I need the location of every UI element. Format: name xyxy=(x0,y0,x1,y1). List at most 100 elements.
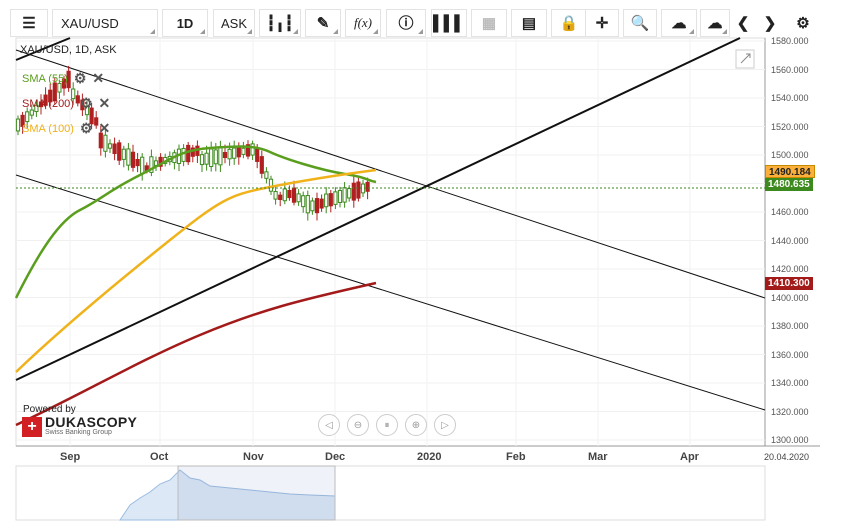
settings-button[interactable]: ⚙ xyxy=(789,9,817,37)
crosshair-button[interactable]: ✛ xyxy=(585,9,619,37)
lock-button[interactable]: 🔒 xyxy=(551,9,587,37)
instrument-text: XAU/USD, 1D, ASK xyxy=(20,44,117,56)
legend-sma55-label: SMA (55) xyxy=(22,72,68,85)
candle-body xyxy=(324,193,329,208)
upper-trendline-stub[interactable] xyxy=(15,37,71,61)
candle-body xyxy=(259,156,264,174)
save-layout-button[interactable]: ▤ xyxy=(511,9,547,37)
info-button[interactable]: ⓘ xyxy=(386,9,426,37)
hamburger-icon: ☰ xyxy=(22,14,36,32)
period-selector[interactable]: 1D xyxy=(162,9,208,37)
popout-arrow xyxy=(740,53,751,64)
time-axis-label: Feb xyxy=(506,451,526,463)
support-trendline[interactable] xyxy=(15,37,741,381)
gear-icon[interactable]: ⚙ xyxy=(79,95,93,111)
candle-body xyxy=(84,105,90,116)
candle-body xyxy=(291,187,297,203)
scroll-forward-icon[interactable]: ▷ xyxy=(434,414,456,436)
candle-body xyxy=(222,151,228,159)
close-icon[interactable]: ✕ xyxy=(98,95,111,111)
side-selector[interactable]: ASK xyxy=(213,9,255,37)
candle-body xyxy=(236,147,241,158)
scroll-right-button[interactable]: ❯ xyxy=(758,9,782,37)
candle-body xyxy=(130,151,136,168)
legend-sma100-label: SMA (100) xyxy=(22,122,74,135)
price-axis-label: 1300.000 xyxy=(771,435,809,445)
legend-sma55[interactable]: SMA (55) ⚙ ✕ xyxy=(22,70,104,87)
candle-body xyxy=(57,82,62,93)
cloud-upload-icon: ☁ xyxy=(671,14,687,32)
candle-body xyxy=(89,107,94,125)
candle-body xyxy=(25,111,30,123)
price-axis-label: 1500.000 xyxy=(771,150,809,160)
channel-lower-line[interactable] xyxy=(15,174,766,411)
candle-body xyxy=(190,147,195,157)
legend-sma100[interactable]: SMA (100) ⚙ ✕ xyxy=(22,120,110,137)
candle-body xyxy=(232,147,237,159)
bars-button[interactable]: ▌▌▌ xyxy=(431,9,467,37)
price-axis-label: 1320.000 xyxy=(771,406,809,417)
draw-button[interactable]: ✎ xyxy=(305,9,341,37)
time-axis-label: 2020 xyxy=(417,451,442,463)
trendlines[interactable] xyxy=(15,37,766,411)
candle-body xyxy=(38,101,44,108)
candle-body xyxy=(34,104,39,113)
menu-button[interactable]: ☰ xyxy=(10,9,48,37)
candle-body xyxy=(15,118,21,132)
candle-body xyxy=(213,149,218,165)
dukascopy-logo[interactable]: + DUKASCOPY Swiss Banking Group xyxy=(22,415,137,437)
indicators-button[interactable]: f(x) xyxy=(345,9,381,37)
plot-area xyxy=(15,37,766,447)
candle-body xyxy=(264,171,269,179)
zoom-icon: 🔍 xyxy=(630,14,650,32)
cloud-download-button[interactable]: ☁ xyxy=(700,9,730,37)
candle-body xyxy=(186,144,191,163)
side-label: ASK xyxy=(220,15,247,31)
price-axis-label: 1520.000 xyxy=(771,121,809,132)
info-icon: ⓘ xyxy=(398,14,414,32)
close-icon[interactable]: ✕ xyxy=(92,70,105,86)
candle-body xyxy=(305,195,310,214)
zoom-out-icon[interactable]: ⊖ xyxy=(347,414,369,436)
navigator-window[interactable] xyxy=(177,465,336,521)
candles xyxy=(15,65,370,221)
symbol-selector[interactable]: XAU/USD xyxy=(52,9,158,37)
channel-upper-line[interactable] xyxy=(15,49,766,299)
fit-icon[interactable]: ⏸ xyxy=(376,414,398,436)
zoom-button[interactable]: 🔍 xyxy=(623,9,657,37)
candle-body xyxy=(255,147,260,162)
scroll-left-button[interactable]: ❮ xyxy=(731,9,755,37)
instrument-label: XAU/USD, 1D, ASK xyxy=(20,44,117,56)
lock-icon: 🔒 xyxy=(559,14,579,32)
candle-body xyxy=(20,114,25,127)
candle-body xyxy=(121,148,126,160)
candle-body xyxy=(98,132,103,149)
price-axis-label: 1580.000 xyxy=(771,36,809,46)
close-icon[interactable]: ✕ xyxy=(98,120,111,136)
candle-body xyxy=(94,117,99,126)
gear-icon: ⚙ xyxy=(796,14,810,32)
price-axis-label: 1540.000 xyxy=(771,93,809,103)
cloud-upload-button[interactable]: ☁ xyxy=(661,9,697,37)
chart-type-button[interactable]: ┇╻┇ xyxy=(259,9,301,37)
price-axis-label: 1460.000 xyxy=(771,207,809,217)
gear-icon[interactable]: ⚙ xyxy=(73,70,87,86)
price-axis-label: 1560.000 xyxy=(771,64,809,75)
candle-body xyxy=(181,147,186,162)
time-axis-label: Apr xyxy=(680,451,699,463)
legend-sma200[interactable]: SMA (200) ⚙ ✕ xyxy=(22,95,110,112)
candle-body xyxy=(61,78,67,89)
candle-body xyxy=(287,189,292,199)
price-axis-label: 1380.000 xyxy=(771,321,809,331)
zoom-in-icon[interactable]: ⊕ xyxy=(405,414,427,436)
price-axis-label: 1440.000 xyxy=(771,235,809,246)
scroll-back-icon[interactable]: ◁ xyxy=(318,414,340,436)
time-axis-label: Mar xyxy=(588,451,608,463)
grid xyxy=(16,38,765,446)
candle-body xyxy=(301,195,306,208)
legend-sma200-label: SMA (200) xyxy=(22,97,74,110)
toolbar: ☰ XAU/USD 1D ASK ┇╻┇ ✎ f(x) ⓘ ▌▌▌ ▦ ▤ 🔒 … xyxy=(0,0,850,44)
gear-icon[interactable]: ⚙ xyxy=(79,120,93,136)
calendar-button[interactable]: ▦ xyxy=(471,9,507,37)
